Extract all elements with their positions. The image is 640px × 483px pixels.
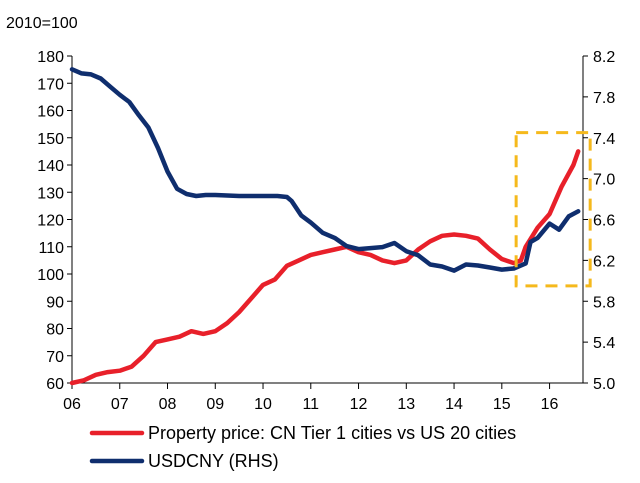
annotations <box>514 131 592 288</box>
x-tick-label: 07 <box>111 396 129 413</box>
right-tick-label: 7.0 <box>593 172 615 189</box>
right-tick-label: 6.6 <box>593 213 615 230</box>
property-price-line <box>69 149 581 386</box>
left-tick-label: 60 <box>46 376 64 393</box>
x-tick-label: 09 <box>206 396 224 413</box>
left-tick-label: 90 <box>46 294 64 311</box>
x-tick-label: 06 <box>63 396 81 413</box>
right-tick-label: 5.4 <box>593 335 615 352</box>
right-tick-label: 8.2 <box>593 49 615 66</box>
left-tick-label: 80 <box>46 322 64 339</box>
x-tick-label: 14 <box>445 396 463 413</box>
legend-property-label: Property price: CN Tier 1 cities vs US 2… <box>148 423 516 443</box>
right-tick-label: 7.4 <box>593 131 615 148</box>
left-tick-label: 70 <box>46 349 64 366</box>
units-label: 2010=100 <box>6 15 78 32</box>
x-tick-label: 11 <box>302 396 319 413</box>
right-tick-label: 5.0 <box>593 376 615 393</box>
left-tick-label: 130 <box>37 185 64 202</box>
right-axis: 5.0 5.4 5.8 6.2 6.6 7.0 7.4 7.8 8.2 <box>582 49 615 393</box>
x-tick-label: 13 <box>397 396 415 413</box>
plot-lines <box>69 67 581 386</box>
highlight-dashed-box <box>514 131 592 288</box>
left-tick-label: 160 <box>37 104 64 121</box>
x-tick-label: 10 <box>254 396 272 413</box>
left-tick-label: 150 <box>37 131 64 148</box>
right-tick-label: 7.8 <box>593 90 615 107</box>
left-tick-label: 120 <box>37 213 64 230</box>
left-tick-label: 140 <box>37 158 64 175</box>
legend-usdcny-label: USDCNY (RHS) <box>148 451 279 471</box>
x-tick-label: 08 <box>159 396 177 413</box>
legend: Property price: CN Tier 1 cities vs US 2… <box>89 423 516 471</box>
x-tick-label: 15 <box>493 396 511 413</box>
left-tick-label: 170 <box>37 76 64 93</box>
left-axis: 60 70 80 90 100 110 120 130 140 150 160 170 180 <box>37 49 73 393</box>
left-tick-label: 100 <box>37 267 64 284</box>
x-tick-label: 12 <box>350 396 368 413</box>
left-tick-label: 110 <box>38 240 64 257</box>
usdcny-line <box>69 67 581 273</box>
right-tick-label: 6.2 <box>593 253 615 270</box>
x-axis: 06 07 08 09 10 11 12 13 14 15 16 <box>63 382 583 413</box>
left-tick-label: 180 <box>37 49 64 66</box>
right-tick-label: 5.8 <box>593 294 615 311</box>
x-tick-label: 16 <box>541 396 559 413</box>
